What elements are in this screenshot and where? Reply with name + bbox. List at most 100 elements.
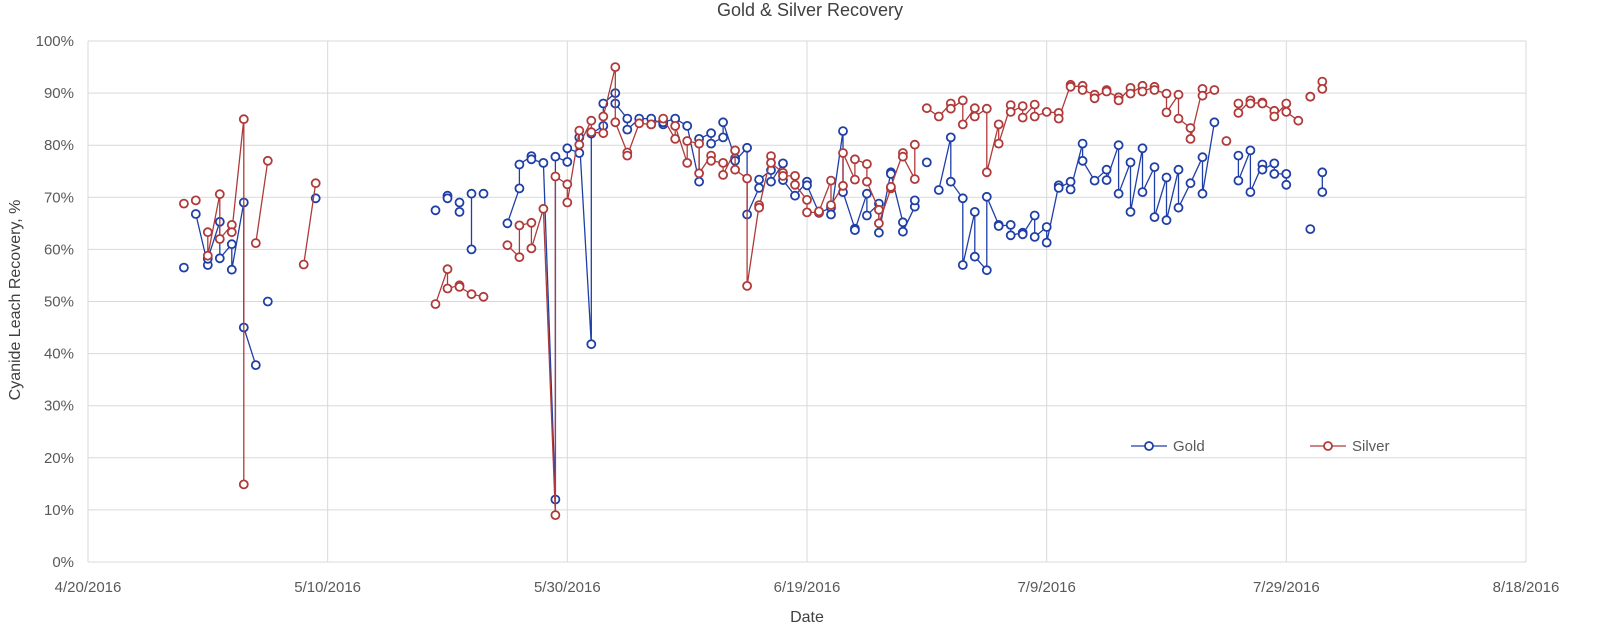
silver-series-line xyxy=(207,119,245,485)
gold-data-point xyxy=(1029,210,1040,221)
silver-data-point xyxy=(1077,85,1088,95)
gold-data-point xyxy=(1269,158,1280,169)
gold-data-point xyxy=(862,210,872,221)
gold-data-point xyxy=(454,197,465,208)
silver-data-point xyxy=(574,125,585,136)
gold-data-point xyxy=(262,296,273,307)
silver-data-point xyxy=(706,155,716,166)
silver-data-point xyxy=(921,103,932,114)
gold-data-point xyxy=(850,225,860,236)
gold-series-line xyxy=(195,202,257,366)
gold-data-point xyxy=(1005,230,1016,241)
gold-data-point xyxy=(1305,224,1316,235)
silver-data-point xyxy=(250,238,261,249)
gold-data-point xyxy=(514,183,525,194)
gold-data-point xyxy=(226,264,237,275)
silver-data-point xyxy=(670,121,681,131)
gold-data-point xyxy=(898,226,908,237)
gold-data-point xyxy=(454,206,465,217)
gold-data-point xyxy=(981,265,992,276)
gold-data-point xyxy=(466,244,477,255)
gold-data-point xyxy=(790,190,800,201)
silver-data-point xyxy=(226,227,237,238)
gold-data-point xyxy=(562,143,573,154)
x-axis-title: Date xyxy=(790,609,824,626)
silver-data-point xyxy=(1245,98,1256,109)
silver-data-point xyxy=(610,62,621,72)
silver-data-point xyxy=(1221,136,1232,146)
x-tick-label: 5/10/2016 xyxy=(294,579,361,596)
gold-data-point xyxy=(514,159,525,170)
silver-data-point xyxy=(538,203,549,214)
silver-data-point xyxy=(1053,113,1064,124)
gold-data-point xyxy=(1017,229,1028,240)
gold-data-point xyxy=(1101,175,1112,186)
gold-data-point xyxy=(1281,179,1292,190)
silver-data-point xyxy=(718,157,728,168)
gold-data-point xyxy=(214,253,225,264)
gold-data-point xyxy=(742,142,752,153)
gold-data-point xyxy=(1281,168,1292,179)
silver-data-point xyxy=(1017,101,1028,111)
gold-data-point xyxy=(957,260,968,270)
silver-data-point xyxy=(646,119,657,130)
silver-data-point xyxy=(1293,115,1304,126)
silver-data-point xyxy=(1029,99,1040,110)
gold-data-point xyxy=(1197,188,1208,199)
silver-data-point xyxy=(898,151,908,162)
silver-data-point xyxy=(742,280,752,291)
gold-data-point xyxy=(874,227,884,238)
silver-data-point xyxy=(957,119,968,130)
gold-data-point xyxy=(1185,178,1196,189)
silver-data-point xyxy=(466,289,477,300)
silver-data-point xyxy=(1185,133,1196,144)
x-tick-label: 5/30/2016 xyxy=(534,579,601,596)
gold-data-point xyxy=(1245,145,1256,156)
gold-data-point xyxy=(1077,155,1088,166)
silver-data-point xyxy=(730,164,740,175)
silver-data-point xyxy=(1029,111,1040,122)
y-tick-label: 50% xyxy=(44,294,74,311)
silver-data-point xyxy=(1185,123,1196,133)
gold-data-point xyxy=(586,339,597,350)
silver-data-point xyxy=(778,170,788,181)
gold-data-point xyxy=(969,251,980,262)
silver-data-point xyxy=(969,103,980,114)
silver-data-point xyxy=(298,259,309,270)
gold-data-point xyxy=(1113,188,1124,199)
gold-data-point xyxy=(862,188,872,199)
silver-data-point xyxy=(682,136,693,146)
silver-data-point xyxy=(442,283,453,294)
silver-data-point xyxy=(694,138,704,149)
gold-data-point xyxy=(718,117,728,128)
gold-data-point xyxy=(1173,164,1184,175)
silver-data-point xyxy=(850,174,860,185)
silver-data-point xyxy=(1233,108,1244,118)
series-gold xyxy=(178,88,1328,505)
gold-data-point xyxy=(226,239,237,250)
gold-data-point xyxy=(1161,215,1172,226)
gold-data-point xyxy=(1137,187,1148,198)
silver-data-point xyxy=(586,127,597,138)
silver-data-point xyxy=(190,195,201,206)
silver-data-point xyxy=(658,113,669,124)
gold-data-point xyxy=(1173,202,1184,213)
y-tick-label: 30% xyxy=(44,398,74,415)
silver-data-point xyxy=(202,227,213,238)
silver-data-point xyxy=(969,111,980,122)
silver-data-point xyxy=(670,133,681,144)
gold-data-point xyxy=(1065,176,1076,187)
gold-data-point xyxy=(622,124,633,135)
silver-data-point xyxy=(754,202,764,213)
gold-data-point xyxy=(502,218,513,229)
gold-data-point xyxy=(945,132,956,143)
silver-data-point xyxy=(718,169,728,180)
silver-data-point xyxy=(634,118,645,129)
silver-data-point xyxy=(310,178,321,189)
gold-data-point xyxy=(886,168,896,179)
silver-data-point xyxy=(1197,90,1208,101)
gold-data-point xyxy=(1041,237,1052,248)
gold-data-point xyxy=(1077,138,1088,149)
silver-data-point xyxy=(550,171,561,182)
